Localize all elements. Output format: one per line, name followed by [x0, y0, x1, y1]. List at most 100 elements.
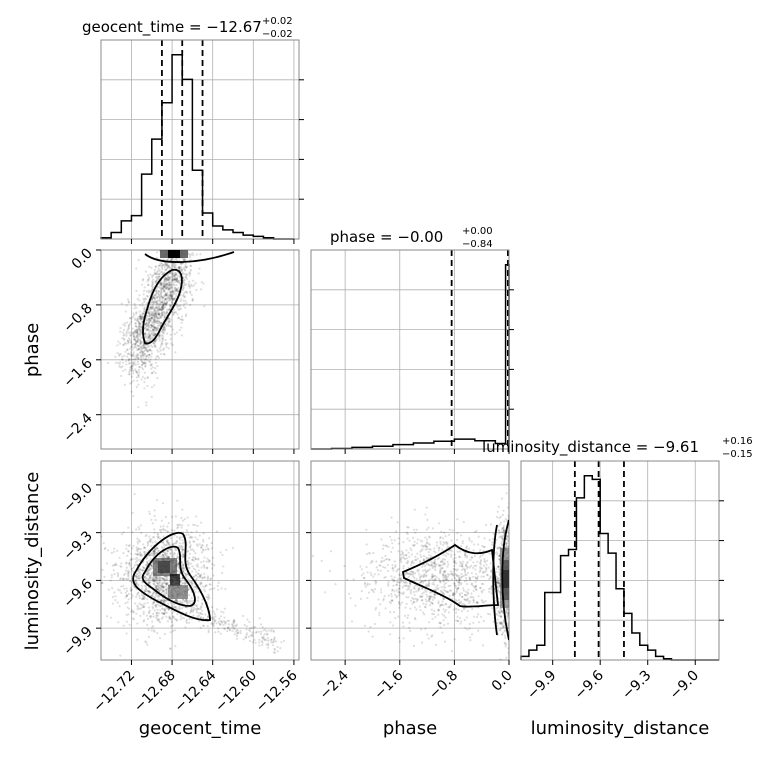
scatter-point [183, 518, 186, 521]
scatter-point [138, 574, 141, 577]
scatter-point [452, 574, 455, 577]
scatter-point [508, 532, 509, 535]
scatter-point [384, 544, 387, 547]
scatter-point [212, 624, 215, 628]
scatter-point [132, 343, 135, 346]
scatter-point [166, 308, 169, 311]
scatter-point [189, 546, 192, 549]
scatter-point [113, 591, 116, 594]
scatter-point [410, 570, 413, 574]
scatter-point [453, 553, 456, 556]
scatter-point [203, 572, 206, 576]
scatter-point [214, 615, 217, 618]
scatter-point [265, 639, 268, 642]
scatter-point [138, 596, 141, 600]
scatter-point [181, 542, 184, 545]
scatter-point [480, 559, 483, 562]
scatter-point [474, 572, 477, 576]
scatter-point [417, 588, 420, 591]
scatter-point [166, 278, 169, 281]
scatter-point [465, 599, 468, 602]
scatter-point [190, 618, 193, 621]
scatter-point [231, 629, 234, 633]
scatter-point [329, 550, 333, 553]
scatter-point [462, 602, 465, 606]
scatter-point [487, 566, 490, 569]
scatter-point [441, 567, 444, 570]
scatter-point [489, 576, 492, 579]
scatter-point [178, 536, 181, 539]
scatter-point [123, 573, 126, 577]
scatter-point [167, 276, 170, 279]
scatter-point [180, 262, 183, 265]
scatter-point [199, 575, 202, 578]
scatter-point [360, 590, 363, 593]
scatter-point [150, 266, 153, 269]
scatter-point [434, 551, 437, 554]
scatter-point [431, 612, 434, 616]
scatter-point [130, 365, 133, 368]
scatter-point [129, 334, 132, 337]
scatter-point [158, 269, 161, 272]
scatter-point [168, 243, 170, 245]
scatter-point [455, 591, 458, 594]
scatter-point [222, 619, 225, 623]
scatter-point [136, 353, 139, 356]
scatter-point [274, 640, 278, 643]
scatter-point [385, 544, 388, 547]
scatter-point [121, 337, 124, 340]
scatter-point [487, 612, 490, 616]
scatter-point [405, 554, 408, 557]
scatter-point [500, 542, 503, 545]
scatter-point [222, 627, 226, 630]
scatter-point [179, 600, 182, 603]
scatter-point [497, 582, 500, 585]
scatter-point [179, 523, 182, 527]
scatter-point [199, 607, 202, 611]
scatter-point [253, 626, 256, 629]
scatter-point [127, 300, 130, 303]
scatter-point [260, 630, 263, 633]
scatter-point [136, 553, 140, 556]
scatter-point [177, 562, 180, 566]
scatter-point [136, 319, 139, 322]
scatter-point [135, 340, 138, 343]
scatter-point [169, 247, 171, 249]
scatter-point [192, 279, 195, 282]
scatter-point [440, 548, 443, 551]
scatter-point [427, 580, 430, 583]
scatter-point [138, 568, 141, 571]
scatter-point [143, 575, 146, 579]
scatter-point [412, 544, 415, 548]
scatter-point [156, 302, 159, 305]
scatter-point [175, 303, 178, 306]
scatter-point [167, 320, 170, 323]
scatter-point [186, 247, 188, 249]
scatter-point [150, 317, 153, 320]
scatter-point [163, 313, 166, 316]
scatter-point [136, 331, 139, 334]
scatter-point [452, 561, 455, 564]
scatter-point [165, 310, 168, 313]
scatter-point [188, 285, 191, 288]
scatter-point [152, 600, 156, 604]
scatter-point [176, 280, 179, 283]
scatter-point [155, 314, 158, 317]
scatter-point [141, 347, 144, 350]
scatter-point [167, 541, 170, 545]
scatter-phase-distance [311, 492, 513, 660]
scatter-point [469, 576, 472, 579]
scatter-point [145, 557, 148, 560]
scatter-point [160, 600, 163, 603]
scatter-point [409, 582, 412, 585]
scatter-point [367, 630, 370, 633]
scatter-point [124, 360, 128, 363]
scatter-point [185, 599, 188, 602]
scatter-point [140, 332, 143, 335]
scatter-point [394, 565, 397, 569]
scatter-point [272, 638, 276, 642]
scatter-point [127, 324, 131, 327]
scatter-point [475, 600, 478, 604]
scatter-point [134, 322, 137, 325]
scatter-point [511, 610, 513, 612]
